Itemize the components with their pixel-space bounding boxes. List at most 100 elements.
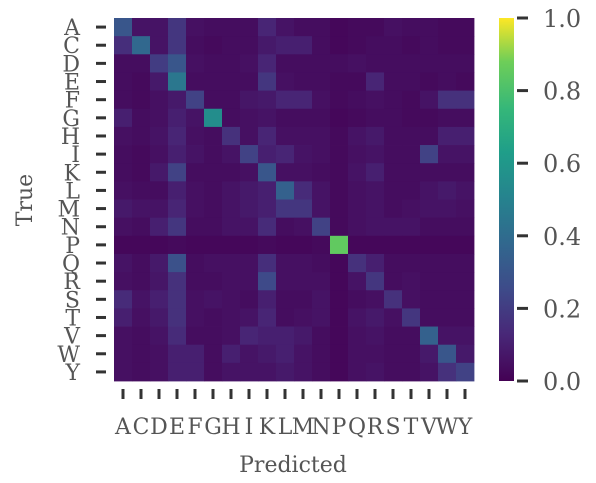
heatmap-cell: [150, 18, 169, 37]
heatmap-cell: [240, 235, 259, 255]
heatmap-cell: [330, 163, 349, 182]
heatmap-cell: [150, 235, 169, 255]
y-tick-label: D: [62, 52, 80, 77]
heatmap-cell: [222, 126, 241, 146]
heatmap-cell: [204, 108, 223, 128]
heatmap-cell: [114, 344, 133, 364]
heatmap-cell: [330, 90, 349, 110]
heatmap-cell: [402, 54, 421, 73]
heatmap-cell: [204, 326, 223, 346]
heatmap-cell: [438, 145, 457, 164]
heatmap-cell: [168, 72, 187, 91]
heatmap-cell: [348, 326, 367, 346]
heatmap-cell: [132, 290, 151, 309]
heatmap-cell: [312, 54, 331, 73]
heatmap-cell: [114, 126, 133, 146]
heatmap-cell: [186, 18, 205, 37]
heatmap-cell: [258, 72, 277, 91]
heatmap-cell: [456, 72, 475, 91]
heatmap-cell: [276, 72, 295, 91]
heatmap-cell: [420, 72, 439, 91]
heatmap-cell: [384, 199, 403, 219]
heatmap-cell: [258, 217, 277, 237]
heatmap-cell: [258, 18, 277, 37]
y-tick-label: A: [63, 16, 81, 41]
heatmap-cell: [114, 326, 133, 346]
heatmap-cell: [258, 344, 277, 364]
heatmap-cell: [294, 90, 313, 110]
heatmap-cell: [384, 72, 403, 91]
heatmap-cell: [222, 272, 241, 291]
heatmap-cell: [168, 362, 187, 382]
y-tick-label: R: [63, 270, 81, 295]
heatmap-cell: [366, 344, 385, 364]
heatmap-cell: [420, 326, 439, 346]
y-tick-label: N: [61, 216, 80, 241]
colorbar: [499, 18, 514, 381]
heatmap-cell: [366, 308, 385, 327]
heatmap-cell: [150, 181, 169, 200]
heatmap-cell: [330, 36, 349, 55]
heatmap-cell: [438, 90, 457, 110]
heatmap-cell: [186, 199, 205, 219]
heatmap-cell: [348, 235, 367, 255]
heatmap-cell: [438, 108, 457, 128]
heatmap-cell: [114, 18, 133, 37]
heatmap-cell: [168, 181, 187, 200]
heatmap-cell: [132, 217, 151, 237]
heatmap-cell: [240, 163, 259, 182]
heatmap-cell: [420, 54, 439, 73]
heatmap-cell: [348, 290, 367, 309]
x-tick-label: H: [221, 415, 240, 440]
heatmap-cell: [438, 54, 457, 73]
heatmap-cell: [276, 108, 295, 128]
heatmap-cell: [366, 36, 385, 55]
heatmap-cell: [204, 90, 223, 110]
heatmap-cell: [456, 326, 475, 346]
heatmap-cell: [186, 108, 205, 128]
heatmap-cell: [276, 36, 295, 55]
x-tick-label: Q: [348, 415, 366, 440]
heatmap-cell: [186, 54, 205, 73]
y-tick-label: P: [65, 234, 80, 259]
heatmap-cell: [168, 217, 187, 237]
heatmap-cell: [186, 163, 205, 182]
heatmap-cell: [294, 54, 313, 73]
heatmap-cell: [348, 54, 367, 73]
heatmap-cell: [366, 217, 385, 237]
heatmap-cell: [168, 145, 187, 164]
x-tick-label: W: [436, 415, 459, 440]
heatmap-cell: [222, 326, 241, 346]
heatmap-cell: [276, 290, 295, 309]
heatmap-cell: [348, 163, 367, 182]
heatmap-cell: [348, 199, 367, 219]
heatmap-cell: [330, 308, 349, 327]
heatmap-cell: [114, 181, 133, 200]
y-tick-label: Y: [64, 361, 80, 386]
heatmap-cell: [150, 163, 169, 182]
heatmap-cell: [168, 36, 187, 55]
heatmap-cell: [132, 18, 151, 37]
heatmap-cell: [258, 235, 277, 255]
heatmap-cell: [114, 362, 133, 382]
heatmap-cell: [276, 308, 295, 327]
heatmap-cell: [222, 163, 241, 182]
heatmap-cell: [312, 326, 331, 346]
heatmap-cell: [114, 54, 133, 73]
heatmap-cell: [366, 90, 385, 110]
heatmap-cell: [330, 235, 349, 255]
heatmap-cell: [438, 126, 457, 146]
heatmap-cell: [384, 108, 403, 128]
heatmap-cell: [276, 235, 295, 255]
heatmap-cell: [150, 90, 169, 110]
heatmap-cell: [294, 272, 313, 291]
heatmap-cell: [402, 308, 421, 327]
heatmap-cell: [204, 72, 223, 91]
heatmap-cell: [168, 308, 187, 327]
heatmap-cell: [222, 145, 241, 164]
heatmap-cell: [204, 199, 223, 219]
heatmap-cell: [114, 272, 133, 291]
heatmap-cell: [384, 18, 403, 37]
heatmap-cell: [204, 253, 223, 273]
heatmap-cell: [150, 108, 169, 128]
